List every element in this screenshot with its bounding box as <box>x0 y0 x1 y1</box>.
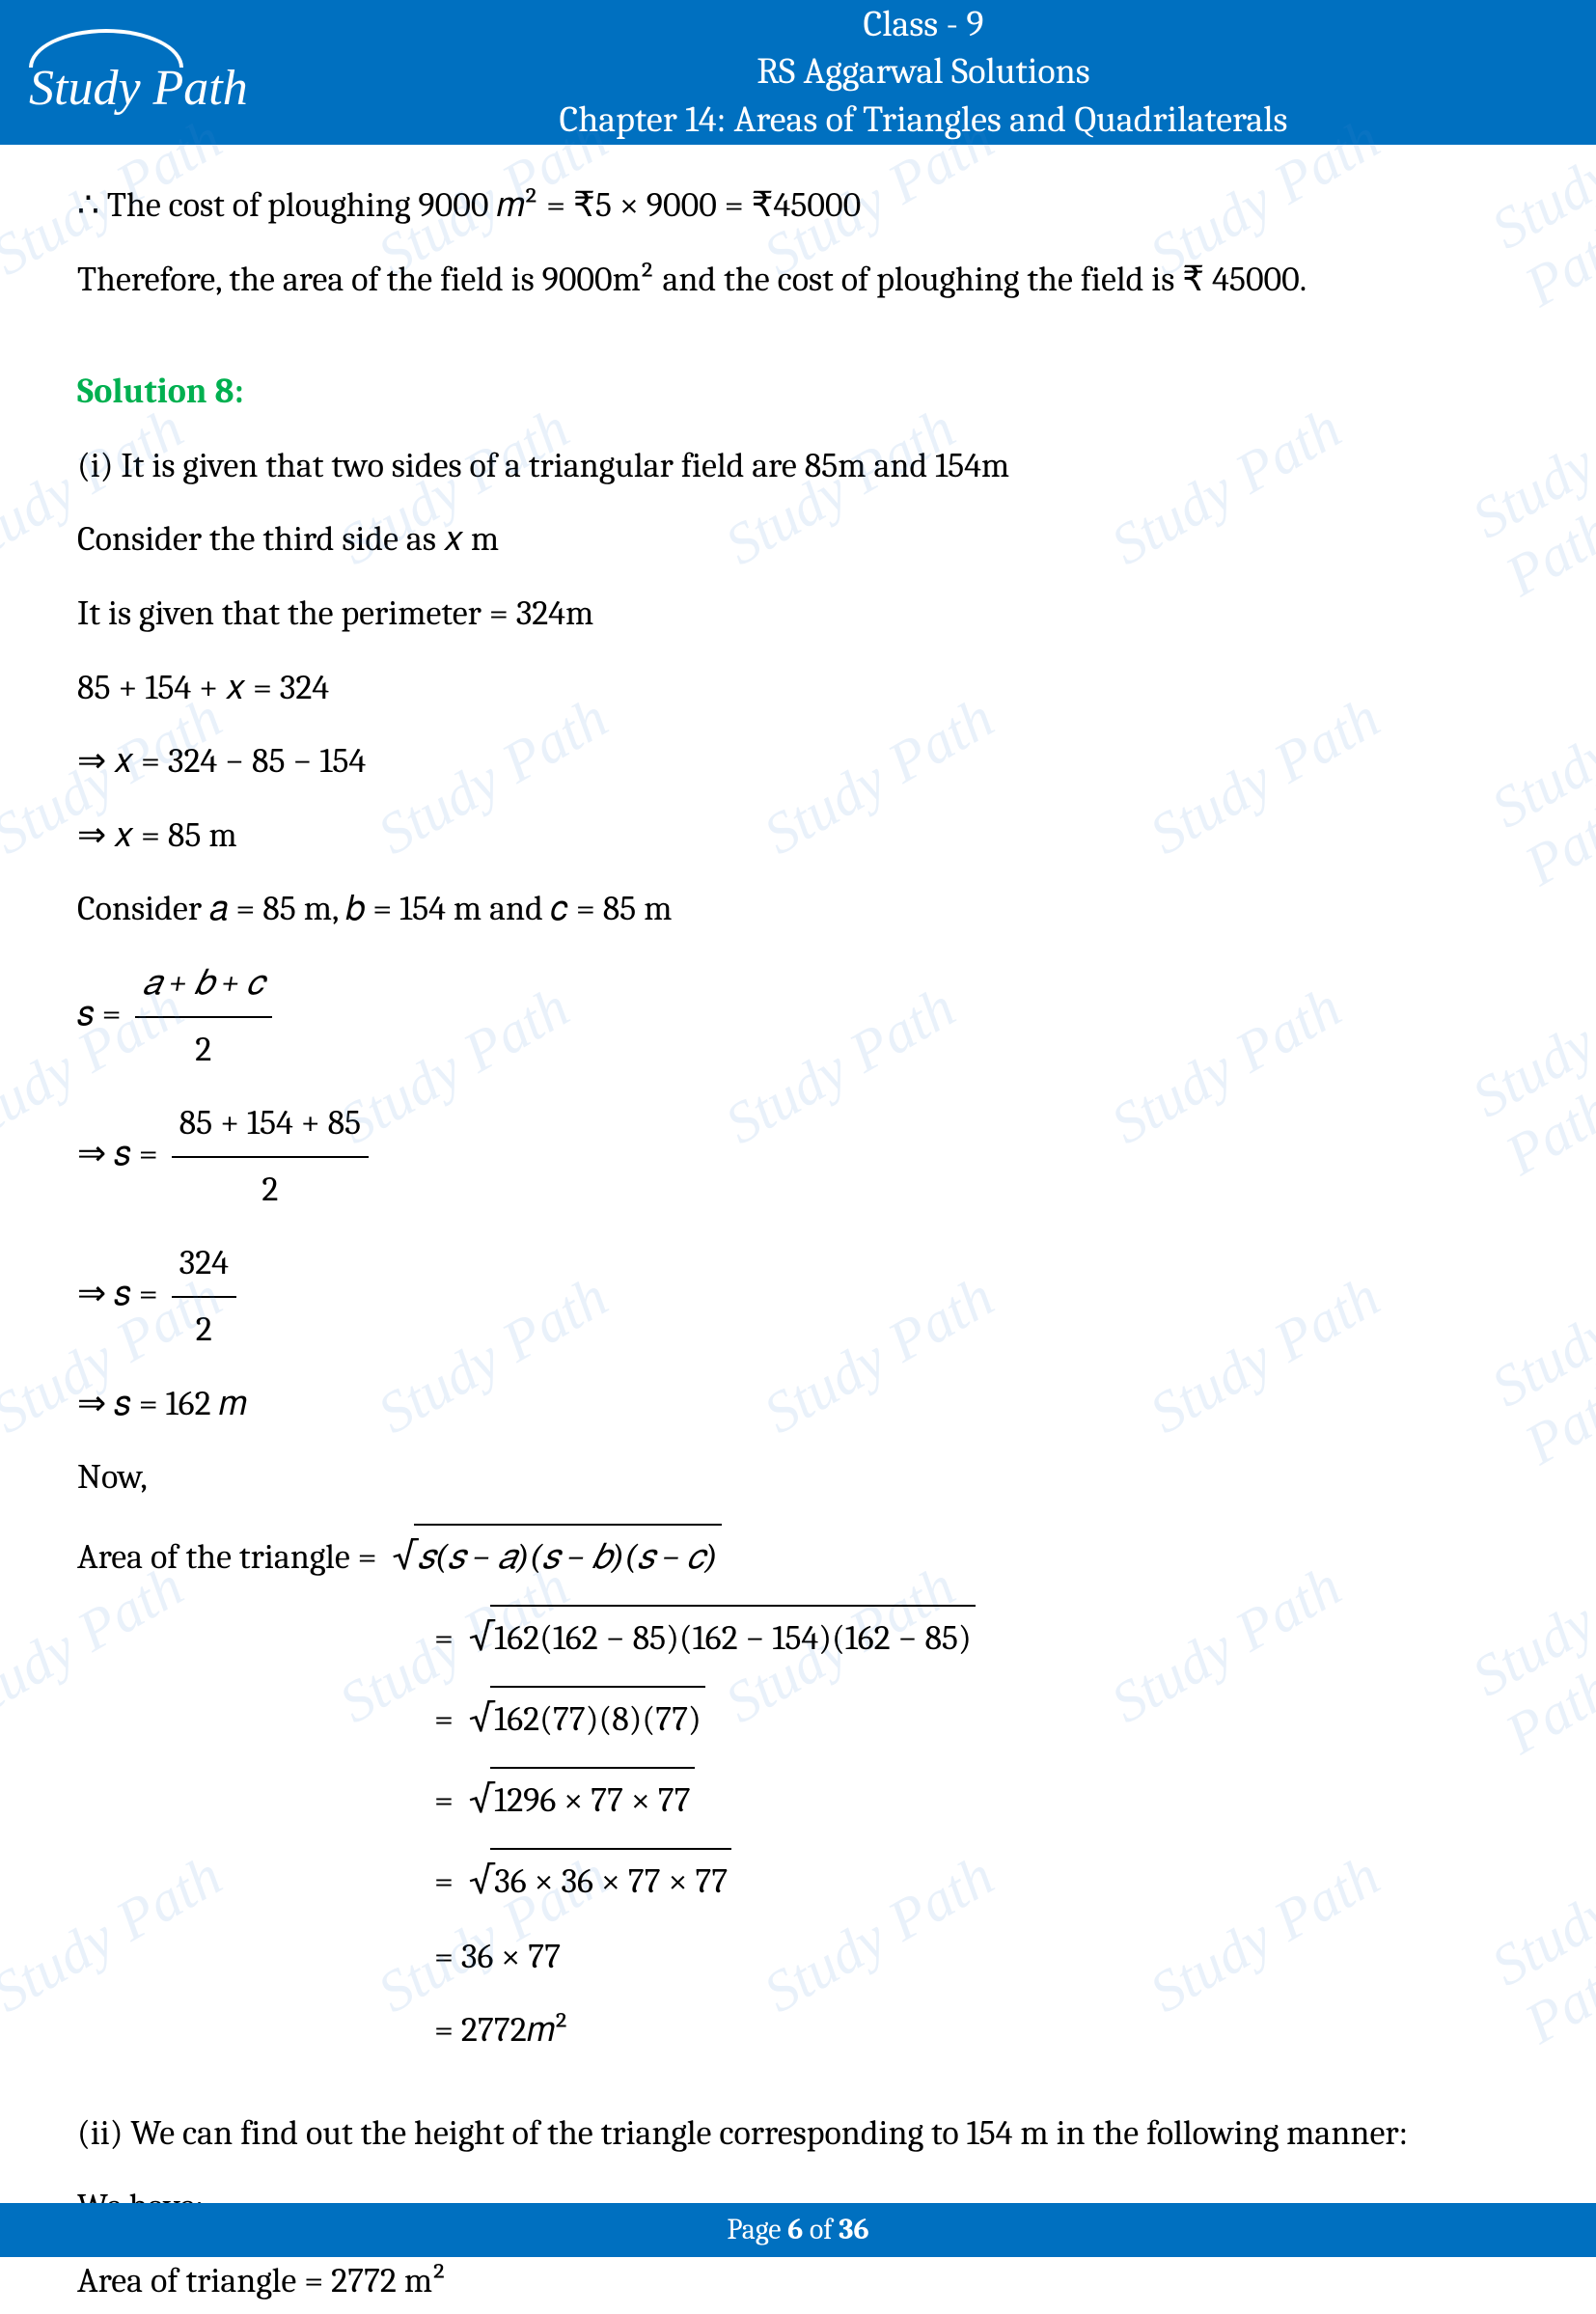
header-class: Class - 9 <box>251 1 1596 48</box>
sqrt-icon: 162(162 − 85)(162 − 154)(162 − 85) <box>461 1601 976 1672</box>
s8-eq1: 85 + 154 + 𝑥 = 324 <box>77 656 1519 721</box>
s8-i-intro: (i) It is given that two sides of a tria… <box>77 434 1519 499</box>
frac-num: 324 <box>172 1231 236 1298</box>
sqrt-icon: 𝑠(𝑠 − 𝑎)(𝑠 − 𝑏)(𝑠 − 𝑐) <box>385 1520 722 1591</box>
area-lhs: Area of the triangle = <box>77 1537 377 1577</box>
sqrt-arg: 1296 × 77 × 77 <box>490 1767 694 1833</box>
page-content: ∴ The cost of ploughing 9000 𝑚² = ₹5 × 9… <box>0 145 1596 2314</box>
page-footer: Page 6 of 36 <box>0 2203 1596 2257</box>
s8-eq3: ⇒ 𝑥 = 85 m <box>77 804 1519 868</box>
s8-now: Now, <box>77 1446 1519 1510</box>
header-titles: Class - 9 RS Aggarwal Solutions Chapter … <box>251 1 1596 144</box>
page-of: of <box>803 2213 839 2246</box>
sqrt-icon: 162(77)(8)(77) <box>461 1682 705 1753</box>
s-eq-label: ⇒ 𝑠 = <box>77 1274 158 1313</box>
fraction: 324 2 <box>172 1231 236 1362</box>
s8-area-line1: Area of the triangle = 𝑠(𝑠 − 𝑎)(𝑠 − 𝑏)(𝑠… <box>77 1520 1519 1591</box>
s8-s-formula: 𝑠 = 𝑎 + 𝑏 + 𝑐 2 <box>77 951 1519 1082</box>
s8-area-line2: = 162(162 − 85)(162 − 154)(162 − 85) <box>77 1601 1519 1672</box>
page-total: 36 <box>839 2213 868 2246</box>
sqrt-icon: 1296 × 77 × 77 <box>461 1763 695 1834</box>
s8-s-result: ⇒ 𝑠 = 162 𝑚 <box>77 1372 1519 1437</box>
s8-area-line4: = 1296 × 77 × 77 <box>77 1763 1519 1834</box>
cost-line: ∴ The cost of ploughing 9000 𝑚² = ₹5 × 9… <box>77 174 1519 238</box>
frac-num: 𝑎 + 𝑏 + 𝑐 <box>135 951 272 1018</box>
s8-area-triangle: Area of triangle = 2772 m² <box>77 2249 1519 2314</box>
s8-perimeter: It is given that the perimeter = 324m <box>77 582 1519 647</box>
page-current: 6 <box>787 2213 803 2246</box>
frac-den: 2 <box>172 1158 370 1223</box>
page-header: Study Path Class - 9 RS Aggarwal Solutio… <box>0 0 1596 145</box>
logo: Study Path <box>0 29 251 117</box>
header-chapter: Chapter 14: Areas of Triangles and Quadr… <box>251 96 1596 144</box>
s8-area-line7: = 2772𝑚² <box>77 1998 1519 2063</box>
s-eq-label: ⇒ 𝑠 = <box>77 1134 158 1173</box>
s8-ii-intro: (ii) We can find out the height of the t… <box>77 2102 1519 2166</box>
s8-area-line5: = 36 × 36 × 77 × 77 <box>77 1844 1519 1915</box>
solution-8-title: Solution 8: <box>77 360 1519 425</box>
frac-den: 2 <box>172 1298 236 1363</box>
s8-s-val1: ⇒ 𝑠 = 85 + 154 + 85 2 <box>77 1091 1519 1222</box>
fraction: 85 + 154 + 85 2 <box>172 1091 370 1222</box>
s8-consider-abc: Consider 𝑎 = 85 m, 𝑏 = 154 m and 𝑐 = 85 … <box>77 877 1519 942</box>
s8-consider-third: Consider the third side as 𝑥 m <box>77 508 1519 572</box>
frac-num: 85 + 154 + 85 <box>172 1091 370 1158</box>
s8-eq2: ⇒ 𝑥 = 324 − 85 − 154 <box>77 730 1519 794</box>
logo-text: Study Path <box>29 60 251 117</box>
header-book: RS Aggarwal Solutions <box>251 48 1596 96</box>
sqrt-arg: 36 × 36 × 77 × 77 <box>490 1848 731 1915</box>
s8-area-line3: = 162(77)(8)(77) <box>77 1682 1519 1753</box>
sqrt-icon: 36 × 36 × 77 × 77 <box>461 1844 731 1915</box>
sqrt-arg: 𝑠(𝑠 − 𝑎)(𝑠 − 𝑏)(𝑠 − 𝑐) <box>414 1524 722 1590</box>
page-label: Page <box>727 2213 787 2246</box>
therefore-line: Therefore, the area of the field is 9000… <box>77 248 1519 313</box>
sqrt-arg: 162(162 − 85)(162 − 154)(162 − 85) <box>490 1605 976 1671</box>
fraction: 𝑎 + 𝑏 + 𝑐 2 <box>135 951 272 1082</box>
s-eq-label: 𝑠 = <box>77 994 122 1033</box>
sqrt-arg: 162(77)(8)(77) <box>490 1686 705 1752</box>
frac-den: 2 <box>135 1018 272 1083</box>
s8-area-line6: = 36 × 77 <box>77 1925 1519 1990</box>
s8-s-val2: ⇒ 𝑠 = 324 2 <box>77 1231 1519 1362</box>
